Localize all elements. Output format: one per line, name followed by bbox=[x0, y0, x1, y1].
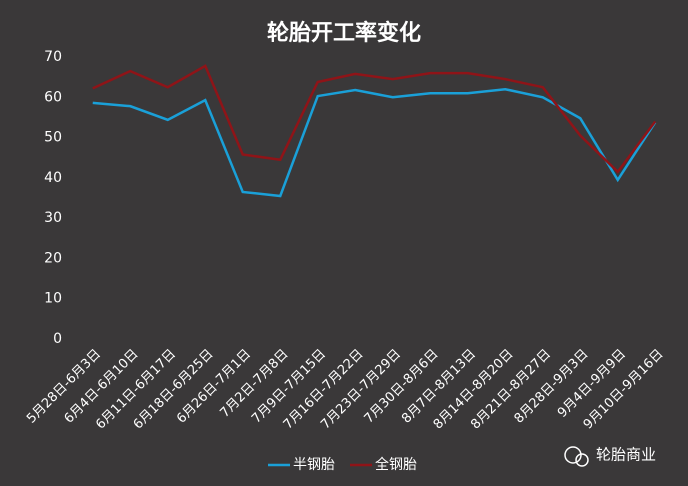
y-tick-label: 30 bbox=[44, 210, 62, 226]
chart-title: 轮胎开工率变化 bbox=[267, 20, 421, 46]
y-tick-label: 0 bbox=[53, 331, 62, 347]
y-tick-label: 10 bbox=[44, 291, 62, 307]
y-tick-label: 50 bbox=[44, 130, 62, 146]
y-tick-label: 40 bbox=[44, 170, 62, 186]
y-tick-label: 60 bbox=[44, 89, 62, 105]
legend-label: 半钢胎 bbox=[293, 457, 335, 473]
y-tick-label: 70 bbox=[44, 49, 62, 65]
wechat-icon bbox=[575, 453, 589, 467]
source-label: 轮胎商业 bbox=[596, 446, 656, 464]
y-tick-label: 20 bbox=[44, 250, 62, 266]
series-line bbox=[92, 64, 657, 174]
legend-label: 全钢胎 bbox=[375, 456, 417, 473]
wechat-icon bbox=[564, 446, 582, 464]
series-line bbox=[92, 87, 657, 198]
